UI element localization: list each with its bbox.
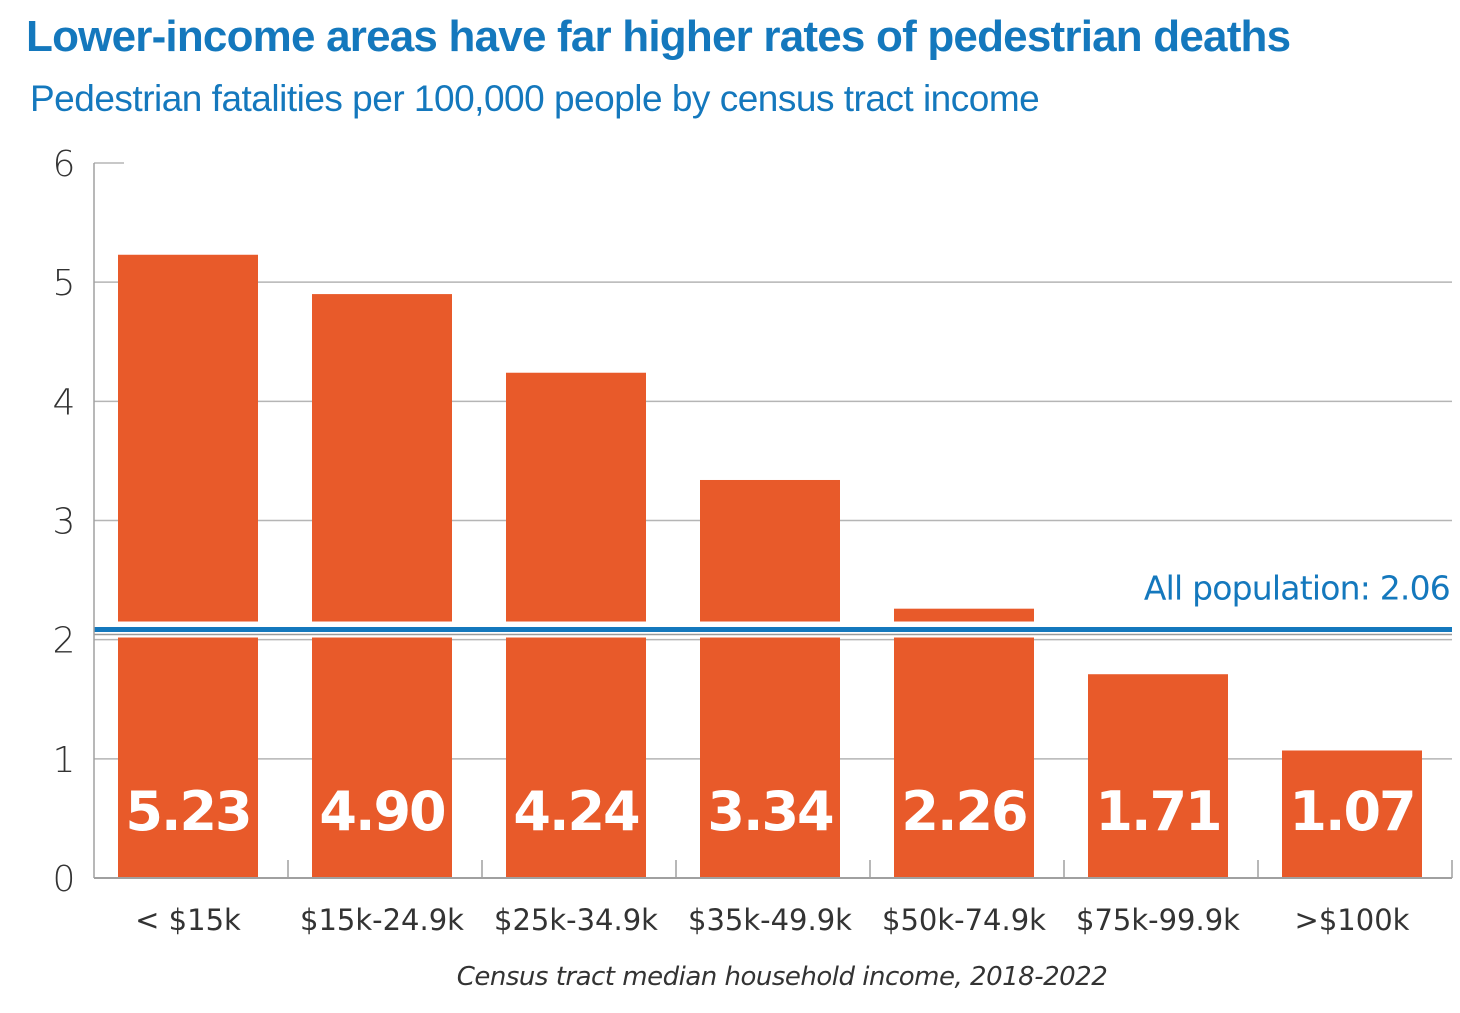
- x-axis-title: Census tract median household income, 20…: [457, 962, 1108, 992]
- x-tick-label: $15k-24.9k: [300, 903, 464, 937]
- bar-value-label: 3.34: [707, 780, 833, 843]
- x-tick-label: $25k-34.9k: [494, 903, 658, 937]
- y-tick-label: 2: [53, 621, 76, 662]
- bar-value-label: 1.07: [1289, 780, 1414, 843]
- bar-value-label: 2.26: [901, 780, 1026, 843]
- bar: [894, 608, 1034, 878]
- bar: [118, 254, 258, 879]
- bar: [700, 479, 840, 878]
- bar: [1282, 750, 1422, 878]
- y-tick-label: 6: [53, 144, 76, 185]
- bar-value-label: 1.71: [1095, 780, 1220, 843]
- chart-title: Lower-income areas have far higher rates…: [26, 12, 1291, 61]
- bar-value-label: 5.23: [125, 780, 250, 843]
- y-axis-ticks: 0 1 2 3 4 5 6: [53, 144, 76, 900]
- x-tick-label: >$100k: [1295, 903, 1410, 937]
- x-tick-label: < $15k: [135, 903, 241, 937]
- axes: [93, 163, 1452, 879]
- bar-value-label: 4.90: [319, 780, 444, 843]
- x-axis-ticks: < $15k $15k-24.9k $25k-34.9k $35k-49.9k $50k…: [135, 860, 1453, 937]
- reference-line-group: All population: 2.06: [94, 569, 1452, 638]
- y-tick-label: 5: [53, 263, 76, 304]
- bar: [312, 294, 452, 878]
- y-tick-label: 0: [53, 859, 76, 900]
- x-tick-label: $35k-49.9k: [688, 903, 852, 937]
- bar: [1088, 674, 1228, 878]
- chart-subtitle: Pedestrian fatalities per 100,000 people…: [30, 78, 1040, 119]
- bars: 5.23 4.90 4.24 3.34 2.26 1.71 1.07: [118, 254, 1422, 879]
- x-tick-label: $50k-74.9k: [882, 903, 1046, 937]
- reference-line-label: All population: 2.06: [1144, 569, 1450, 608]
- y-tick-label: 1: [53, 740, 76, 781]
- bar-value-label: 4.24: [513, 780, 639, 843]
- y-tick-label: 4: [53, 382, 76, 423]
- y-tick-label: 3: [53, 502, 76, 543]
- x-tick-label: $75k-99.9k: [1076, 903, 1240, 937]
